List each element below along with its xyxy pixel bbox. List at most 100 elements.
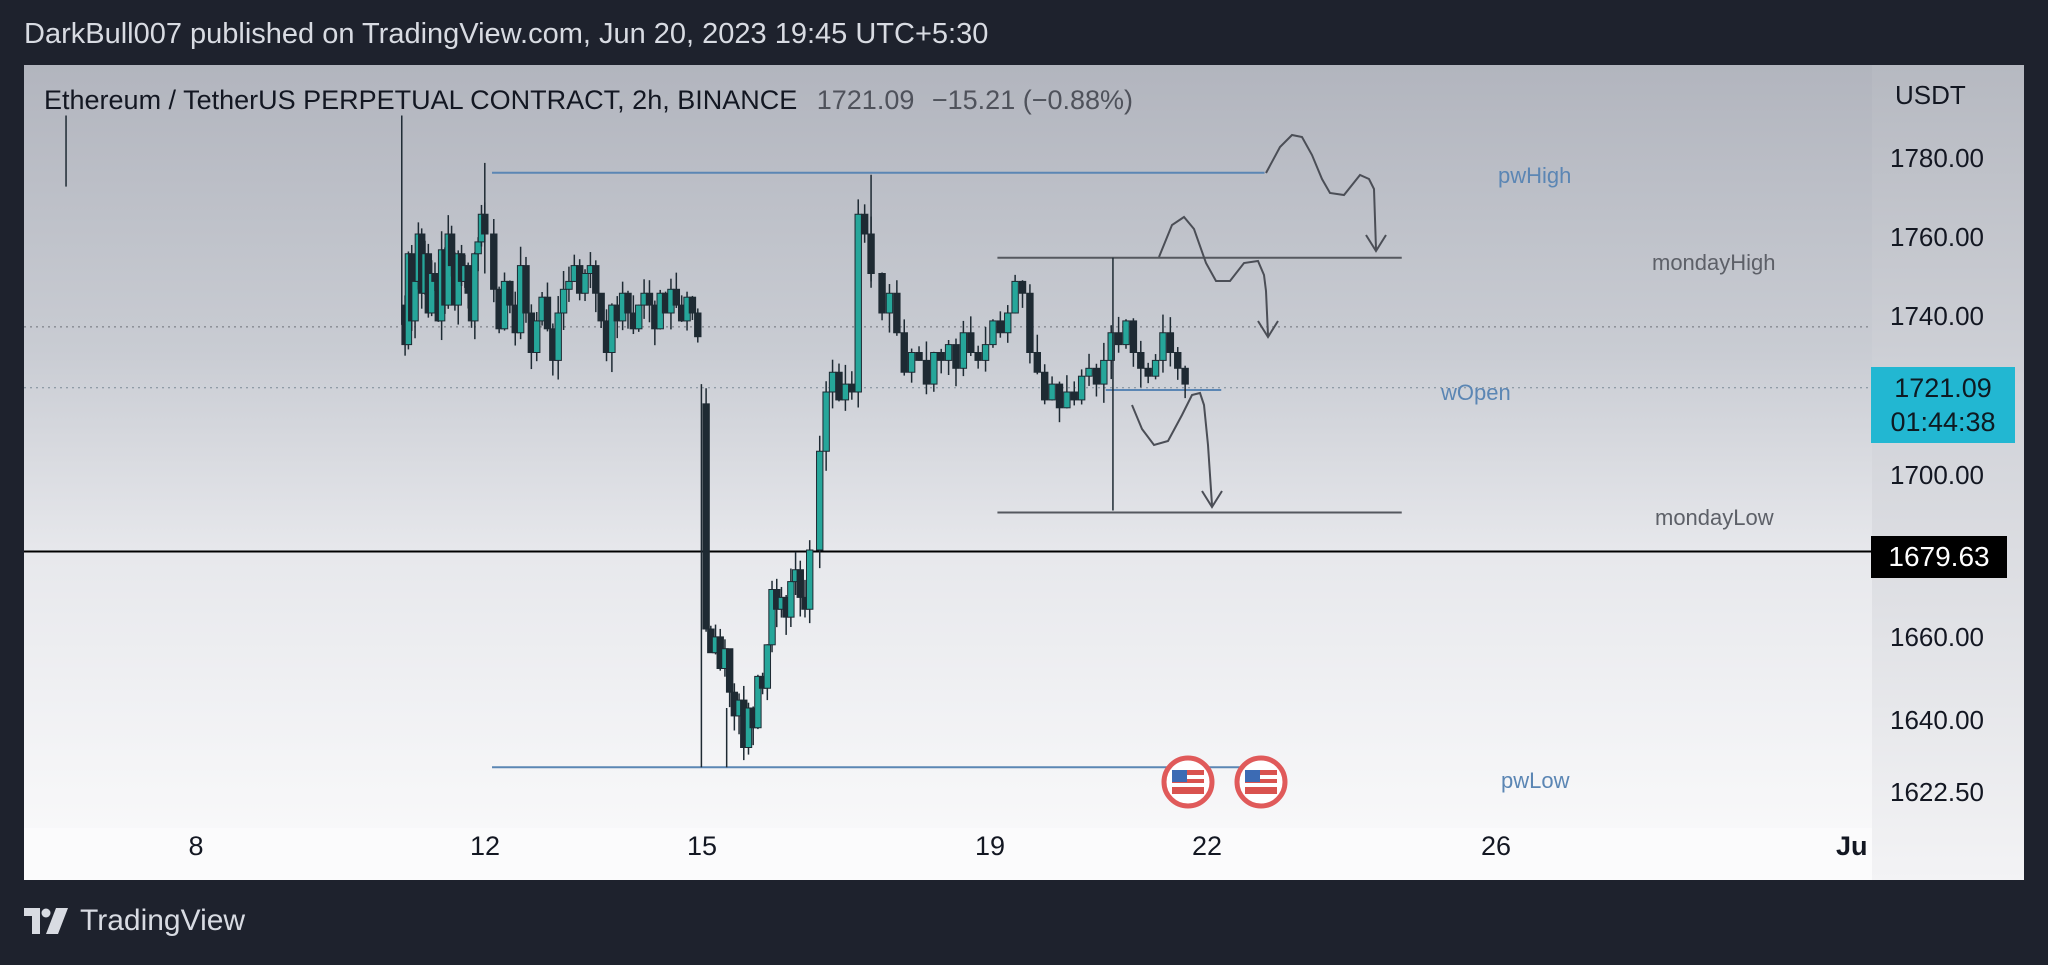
candle bbox=[835, 363, 843, 402]
x-tick: Ju bbox=[1836, 831, 1868, 861]
level-label-wopen: wOpen bbox=[1441, 380, 1511, 405]
time-axis[interactable] bbox=[24, 828, 1872, 880]
candle bbox=[816, 435, 824, 569]
y-tick: 1660.00 bbox=[1890, 622, 1984, 652]
last-price: 1721.09 bbox=[816, 85, 915, 115]
candle bbox=[828, 359, 837, 409]
candle bbox=[1077, 369, 1086, 405]
candle bbox=[608, 303, 616, 373]
drawing-annotations bbox=[1131, 133, 1387, 509]
publish-info: DarkBull007 published on TradingView.com… bbox=[24, 18, 989, 50]
candle bbox=[597, 292, 605, 329]
x-tick: 8 bbox=[188, 831, 204, 861]
candle bbox=[959, 320, 968, 377]
level-label-pwhigh: pwHigh bbox=[1498, 163, 1572, 188]
candle bbox=[930, 351, 938, 392]
candle bbox=[725, 648, 734, 708]
y-tick: 1640.00 bbox=[1890, 705, 1984, 735]
candle bbox=[1040, 364, 1049, 405]
candle bbox=[1092, 363, 1101, 397]
candle bbox=[543, 282, 552, 332]
candle bbox=[1129, 318, 1138, 367]
candle bbox=[952, 338, 960, 387]
candle bbox=[1166, 317, 1175, 367]
crosshair-price-tag: 1679.63 bbox=[1871, 536, 2007, 578]
economic-events bbox=[1161, 755, 1288, 809]
candle bbox=[893, 280, 901, 336]
y-tick: 1740.00 bbox=[1890, 301, 1984, 331]
candle bbox=[1181, 365, 1189, 399]
candle bbox=[754, 674, 762, 730]
candle bbox=[996, 311, 1005, 338]
candle bbox=[506, 280, 514, 314]
arrow-head-2 bbox=[1257, 320, 1279, 339]
candle bbox=[522, 256, 530, 323]
candle bbox=[1063, 375, 1071, 409]
levels-layer bbox=[24, 171, 1872, 769]
candle bbox=[944, 340, 953, 376]
candle bbox=[533, 311, 541, 362]
price-plot[interactable] bbox=[24, 65, 2024, 880]
candle bbox=[645, 280, 654, 323]
price-change: −15.21 (−0.88%) bbox=[931, 85, 1134, 115]
candle bbox=[1048, 376, 1056, 401]
candle bbox=[768, 580, 776, 653]
projection-arrow-2 bbox=[1158, 215, 1269, 336]
candle bbox=[1085, 353, 1093, 386]
candle bbox=[885, 284, 894, 333]
projection-arrow-3 bbox=[1131, 391, 1213, 506]
candle bbox=[796, 560, 804, 617]
candles-layer bbox=[65, 115, 1189, 768]
x-tick: 12 bbox=[469, 831, 501, 861]
candle bbox=[624, 290, 632, 329]
current-price-tag: 1721.09 01:44:38 bbox=[1871, 367, 2015, 443]
candle bbox=[559, 270, 568, 330]
candle bbox=[1151, 354, 1160, 380]
candle bbox=[981, 326, 990, 372]
brand-name: TradingView bbox=[80, 904, 246, 937]
candle bbox=[806, 540, 814, 624]
candle bbox=[1144, 362, 1152, 384]
candle bbox=[1026, 284, 1034, 364]
candle bbox=[1100, 342, 1108, 403]
chart-panel[interactable]: Ethereum / TetherUS PERPETUAL CONTRACT, … bbox=[24, 65, 2024, 880]
bar-countdown: 01:44:38 bbox=[1890, 407, 1996, 437]
candle bbox=[1107, 325, 1115, 380]
y-tick: 1622.50 bbox=[1890, 777, 1984, 807]
x-tick: 22 bbox=[1191, 831, 1223, 861]
candle bbox=[1033, 334, 1042, 375]
arrow-head-3 bbox=[1201, 490, 1223, 509]
level-label-mondayhigh: mondayHigh bbox=[1652, 250, 1776, 275]
candle bbox=[763, 644, 772, 701]
candle bbox=[1174, 347, 1182, 380]
candle bbox=[1159, 314, 1167, 373]
symbol-title: Ethereum / TetherUS PERPETUAL CONTRACT, … bbox=[44, 85, 798, 115]
candle bbox=[1114, 316, 1123, 353]
candle bbox=[592, 260, 600, 313]
candle bbox=[1055, 381, 1064, 423]
candle bbox=[878, 272, 886, 321]
candle bbox=[907, 348, 916, 383]
candle bbox=[565, 266, 573, 302]
level-label-pwlow: pwLow bbox=[1501, 768, 1570, 793]
arrow-head-1 bbox=[1365, 234, 1387, 253]
candle bbox=[1122, 319, 1130, 349]
price-axis[interactable] bbox=[1872, 65, 2024, 880]
projection-arrow-1 bbox=[1265, 133, 1377, 250]
symbol-legend[interactable]: Ethereum / TetherUS PERPETUAL CONTRACT, … bbox=[44, 85, 1133, 116]
candle bbox=[1070, 381, 1078, 406]
candle bbox=[1018, 280, 1027, 308]
candle bbox=[411, 279, 419, 339]
currency-unit[interactable]: USDT bbox=[1895, 80, 1966, 110]
level-label-mondaylow: mondayLow bbox=[1655, 505, 1774, 530]
y-tick: 1700.00 bbox=[1890, 460, 1984, 490]
candle bbox=[974, 345, 982, 369]
candle bbox=[1137, 340, 1145, 388]
candle bbox=[937, 348, 945, 374]
candle bbox=[688, 295, 697, 321]
footer-brand[interactable]: TradingView bbox=[24, 904, 245, 938]
candle bbox=[922, 341, 931, 395]
candle bbox=[702, 388, 710, 632]
y-tick: 1760.00 bbox=[1890, 222, 1984, 252]
y-tick: 1780.00 bbox=[1890, 143, 1984, 173]
